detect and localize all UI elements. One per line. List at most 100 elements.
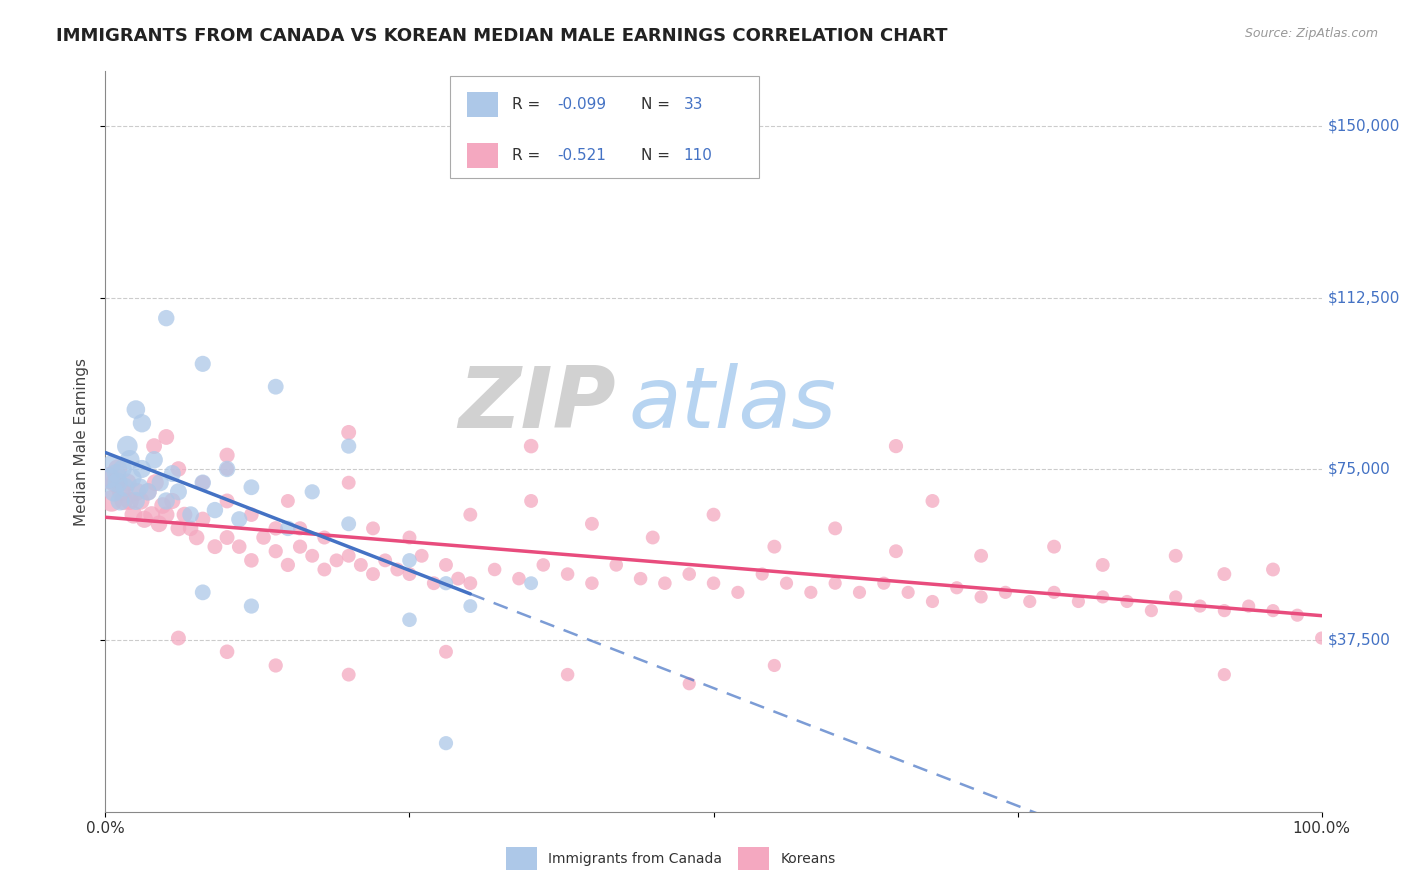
Point [458, 508, 481, 522]
Text: IMMIGRANTS FROM CANADA VS KOREAN MEDIAN MALE EARNINGS CORRELATION CHART: IMMIGRANTS FROM CANADA VS KOREAN MEDIAN … [56, 27, 948, 45]
Point [217, 448, 239, 462]
Text: $37,500: $37,500 [1327, 632, 1391, 648]
Point [155, 430, 177, 444]
Point [434, 558, 457, 572]
Point [277, 494, 299, 508]
Point [217, 462, 239, 476]
Point [763, 540, 786, 554]
Text: $150,000: $150,000 [1327, 119, 1400, 134]
Point [557, 667, 579, 681]
Point [350, 558, 373, 572]
Point [288, 540, 311, 554]
Text: 110: 110 [683, 148, 713, 163]
Point [180, 508, 202, 522]
Point [423, 576, 446, 591]
Point [98, 471, 121, 485]
Point [143, 439, 166, 453]
Point [104, 475, 127, 490]
Point [314, 562, 336, 576]
Point [337, 439, 360, 453]
Point [167, 484, 190, 499]
Point [884, 439, 907, 453]
Point [204, 503, 226, 517]
Point [314, 531, 336, 545]
Point [143, 475, 166, 490]
Point [191, 475, 214, 490]
Point [252, 531, 274, 545]
Point [228, 540, 250, 554]
Point [228, 512, 250, 526]
Point [105, 467, 128, 481]
Point [398, 531, 420, 545]
Point [970, 590, 993, 604]
Point [337, 516, 360, 531]
Text: -0.099: -0.099 [557, 97, 606, 112]
Point [1261, 604, 1284, 618]
Point [100, 494, 122, 508]
Point [678, 567, 700, 582]
Point [337, 549, 360, 563]
Text: Immigrants from Canada: Immigrants from Canada [548, 852, 723, 865]
Point [240, 508, 263, 522]
Point [1164, 590, 1187, 604]
Point [508, 572, 530, 586]
Point [1116, 594, 1139, 608]
Point [1140, 604, 1163, 618]
Point [800, 585, 823, 599]
Point [337, 425, 360, 440]
Point [217, 494, 239, 508]
Point [1286, 608, 1309, 623]
Point [128, 480, 150, 494]
Point [98, 471, 121, 485]
Point [129, 494, 152, 508]
Point [301, 549, 323, 563]
Point [288, 521, 311, 535]
Point [118, 494, 141, 508]
Point [702, 576, 725, 591]
Point [240, 480, 263, 494]
Point [1164, 549, 1187, 563]
Point [122, 508, 145, 522]
Point [398, 553, 420, 567]
Point [641, 531, 664, 545]
Point [398, 567, 420, 582]
Y-axis label: Median Male Earnings: Median Male Earnings [73, 358, 89, 525]
Point [484, 562, 506, 576]
Point [581, 576, 603, 591]
Point [131, 417, 153, 431]
Point [125, 402, 148, 417]
Point [884, 544, 907, 558]
Point [1213, 567, 1236, 582]
Point [411, 549, 433, 563]
Point [167, 521, 190, 535]
Point [107, 462, 129, 476]
Point [337, 667, 360, 681]
Point [173, 508, 195, 522]
Point [191, 585, 214, 599]
Point [897, 585, 920, 599]
Point [100, 458, 122, 472]
Point [125, 484, 148, 499]
Point [1213, 667, 1236, 681]
Point [702, 508, 725, 522]
Point [240, 553, 263, 567]
Point [155, 494, 177, 508]
Point [434, 645, 457, 659]
Point [107, 475, 129, 490]
Point [1091, 558, 1114, 572]
Point [994, 585, 1017, 599]
Point [149, 475, 172, 490]
Text: ZIP: ZIP [458, 363, 616, 446]
Point [337, 475, 360, 490]
Point [1310, 631, 1333, 645]
Point [361, 567, 384, 582]
Point [111, 462, 134, 476]
Point [131, 462, 153, 476]
Point [1018, 594, 1040, 608]
Point [152, 499, 174, 513]
Point [167, 631, 190, 645]
Point [103, 484, 125, 499]
Point [191, 475, 214, 490]
Point [136, 484, 159, 499]
Point [678, 677, 700, 691]
